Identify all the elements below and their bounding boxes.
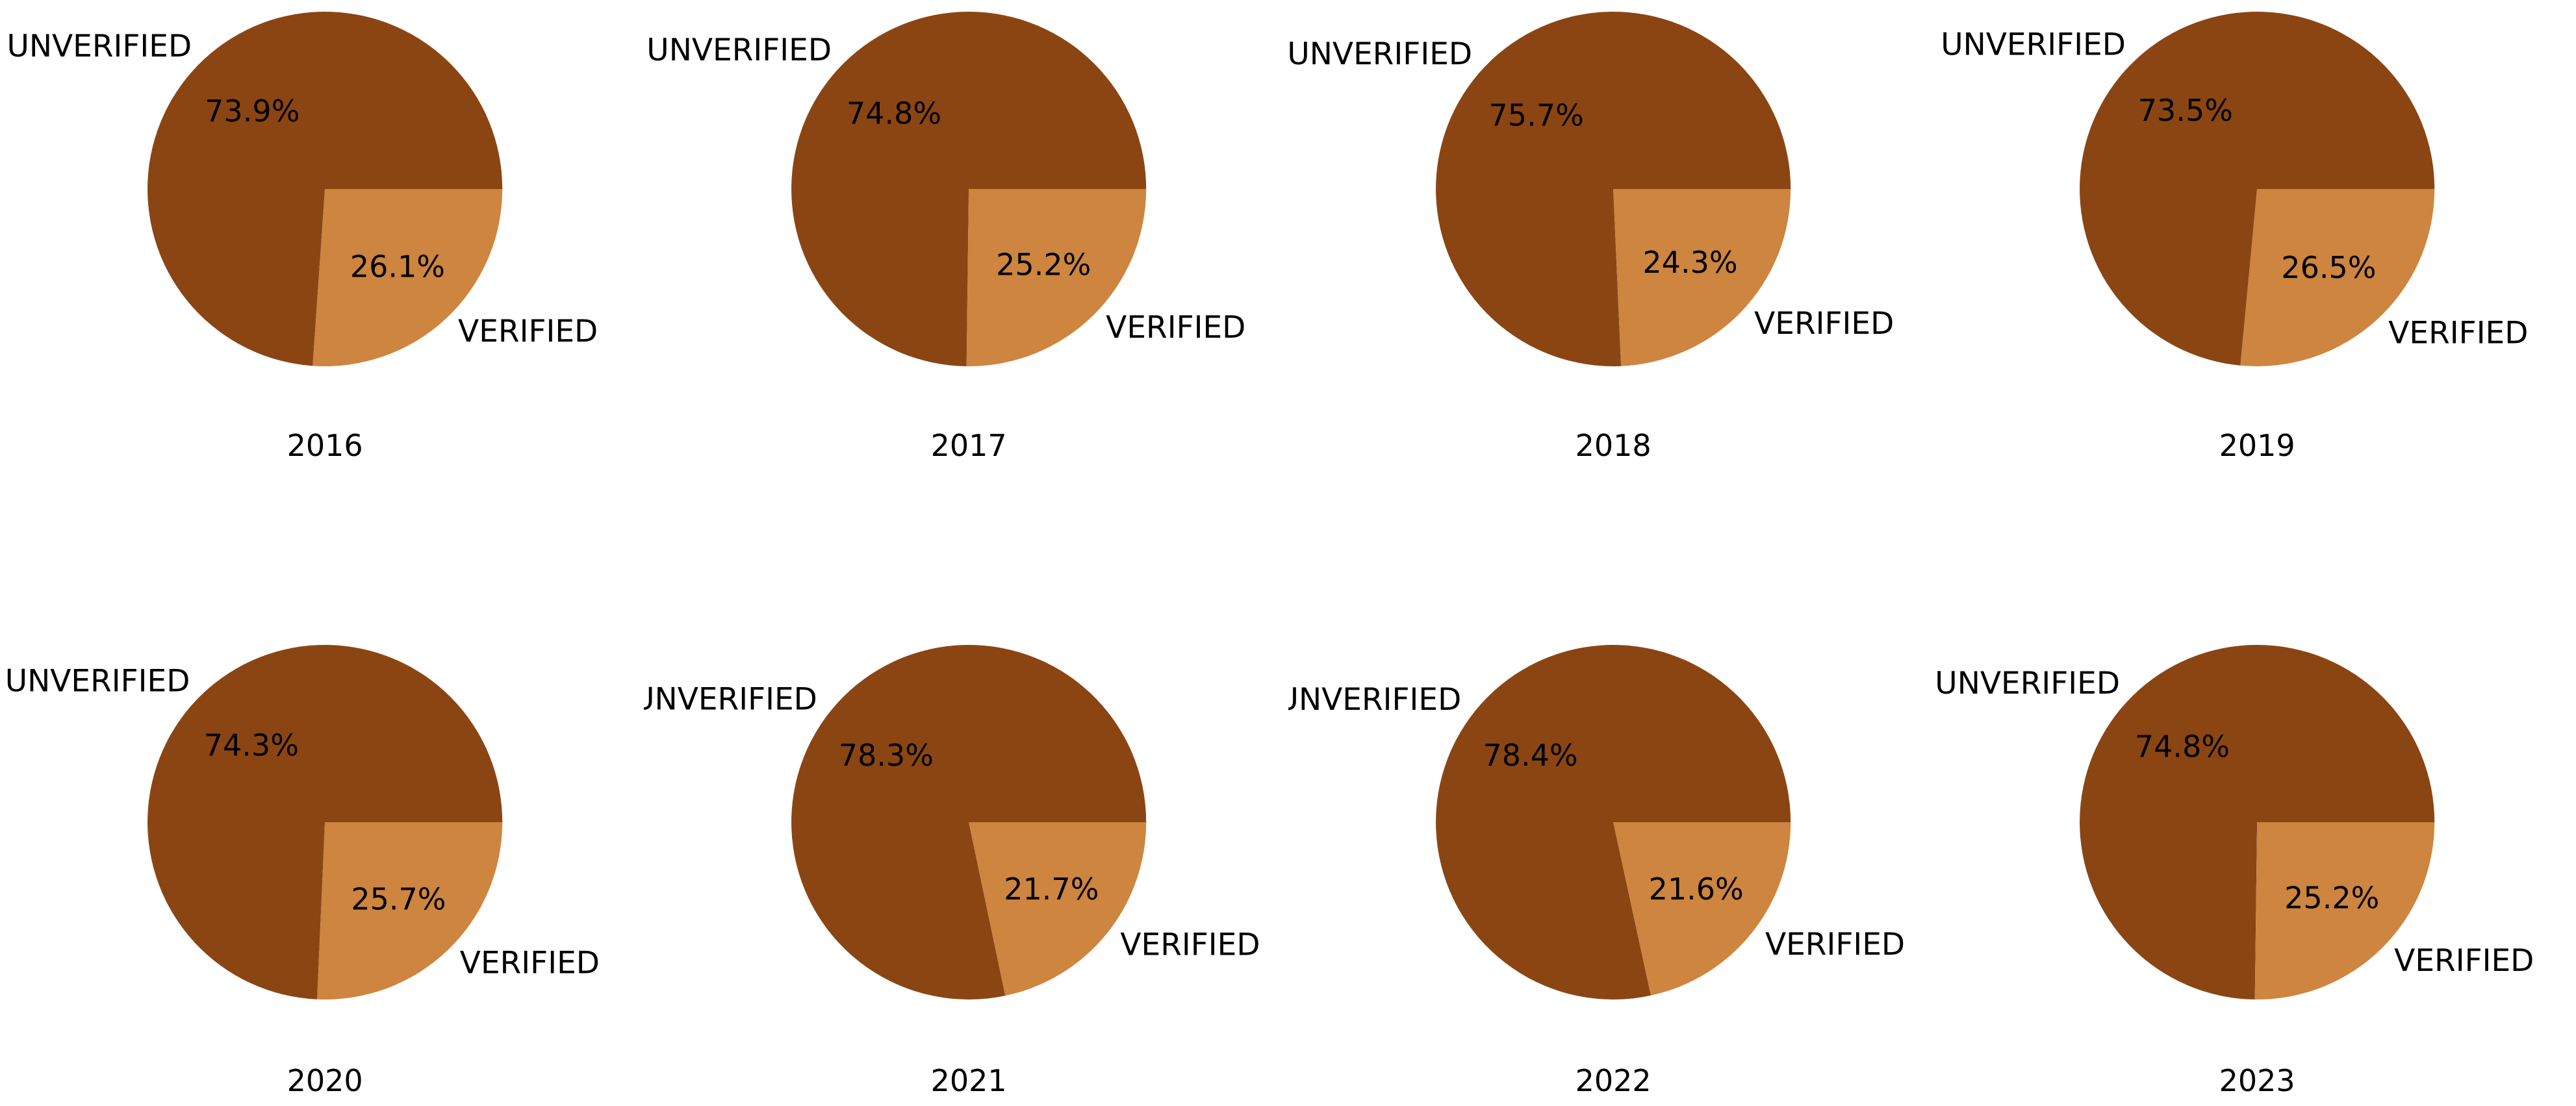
slice-label-unverified: UNVERIFIED: [1935, 666, 2120, 701]
pie-wedges: [1435, 11, 1791, 366]
slice-percent-unverified: 78.3%: [839, 738, 934, 773]
pie-chart-2018: UNVERIFIED VERIFIED 75.7% 24.3% 2018: [1288, 11, 1894, 463]
slice-label-unverified: UNVERIFIED: [1288, 36, 1472, 72]
pie-slice-unverified: [147, 12, 503, 366]
pie-subplot-2018: UNVERIFIED VERIFIED 75.7% 24.3% 2018: [1288, 0, 1932, 553]
slice-percent-unverified: 73.5%: [2138, 93, 2233, 128]
pie-slice-verified: [317, 822, 503, 999]
pie-subplot-2021: UNVERIFIED VERIFIED 78.3% 21.7% 2021: [644, 553, 1288, 1106]
pie-wedges: [2079, 11, 2434, 366]
year-label: 2018: [1575, 428, 1651, 463]
pie-subplot-2020: UNVERIFIED VERIFIED 74.3% 25.7% 2020: [0, 553, 644, 1106]
slice-percent-unverified: 78.4%: [1483, 738, 1577, 773]
pie-subplot-2023: UNVERIFIED VERIFIED 74.8% 25.2% 2023: [1932, 553, 2576, 1106]
slice-percent-unverified: 73.9%: [205, 94, 300, 129]
slice-label-verified: VERIFIED: [2388, 316, 2528, 351]
slice-label-unverified: UNVERIFIED: [644, 681, 817, 717]
slice-percent-verified: 24.3%: [1642, 245, 1737, 280]
year-label: 2017: [931, 428, 1007, 463]
slice-label-unverified: UNVERIFIED: [1941, 27, 2126, 62]
pie-slice-verified: [312, 189, 503, 366]
slice-label-verified: VERIFIED: [460, 945, 600, 981]
pie-subplot-2019: UNVERIFIED VERIFIED 73.5% 26.5% 2019: [1932, 0, 2576, 553]
pie-wedges: [791, 644, 1147, 999]
pie-wedges: [791, 12, 1147, 366]
pie-slice-unverified: [791, 12, 1147, 366]
year-label: 2019: [2219, 428, 2295, 463]
pie-subplot-2017: UNVERIFIED VERIFIED 74.8% 25.2% 2017: [644, 0, 1288, 553]
slice-label-verified: VERIFIED: [2394, 943, 2534, 979]
slice-percent-unverified: 74.3%: [204, 728, 299, 763]
slice-percent-verified: 25.2%: [996, 247, 1091, 283]
year-label: 2023: [2219, 1063, 2295, 1098]
slice-label-unverified: UNVERIFIED: [647, 32, 832, 68]
pie-slice-verified: [2254, 822, 2434, 999]
pie-slice-unverified: [2079, 11, 2434, 366]
pie-wedges: [2079, 645, 2434, 999]
pie-slice-verified: [969, 822, 1147, 996]
pie-slice-verified: [1613, 189, 1791, 366]
pie-subplot-2022: UNVERIFIED VERIFIED 78.4% 21.6% 2022: [1288, 553, 1932, 1106]
slice-label-verified: VERIFIED: [1754, 306, 1894, 342]
slice-percent-verified: 25.2%: [2284, 881, 2379, 916]
year-label: 2022: [1575, 1063, 1651, 1098]
pie-chart-2017: UNVERIFIED VERIFIED 74.8% 25.2% 2017: [647, 12, 1246, 463]
slice-percent-verified: 21.7%: [1004, 872, 1099, 907]
slice-percent-verified: 26.5%: [2281, 250, 2376, 285]
pie-slice-unverified: [147, 644, 503, 999]
pie-chart-2019: UNVERIFIED VERIFIED 73.5% 26.5% 2019: [1941, 11, 2528, 463]
slice-label-verified: VERIFIED: [1106, 310, 1245, 346]
pie-chart-2021: UNVERIFIED VERIFIED 78.3% 21.7% 2021: [644, 644, 1260, 1098]
slice-label-unverified: UNVERIFIED: [1288, 682, 1461, 718]
pie-chart-2023: UNVERIFIED VERIFIED 74.8% 25.2% 2023: [1935, 645, 2534, 1098]
pie-slice-verified: [1613, 822, 1791, 996]
pie-chart-2022: UNVERIFIED VERIFIED 78.4% 21.6% 2022: [1288, 645, 1905, 1098]
year-label: 2016: [287, 428, 363, 463]
slice-percent-verified: 25.7%: [351, 881, 446, 916]
pie-wedges: [1435, 645, 1791, 999]
pie-slice-verified: [2240, 189, 2434, 366]
slice-label-unverified: UNVERIFIED: [5, 664, 190, 699]
pie-slice-unverified: [1435, 11, 1791, 366]
slice-percent-unverified: 75.7%: [1488, 98, 1583, 133]
slice-percent-verified: 21.6%: [1648, 872, 1743, 907]
slice-label-unverified: UNVERIFIED: [6, 29, 192, 64]
slice-percent-verified: 26.1%: [350, 249, 445, 284]
pie-chart-2020: UNVERIFIED VERIFIED 74.3% 25.7% 2020: [5, 644, 600, 1098]
slice-label-verified: VERIFIED: [1121, 927, 1260, 963]
pie-subplot-2016: UNVERIFIED VERIFIED 73.9% 26.1% 2016: [0, 0, 644, 553]
slice-label-verified: VERIFIED: [458, 314, 598, 349]
slice-percent-unverified: 74.8%: [2135, 729, 2230, 764]
year-label: 2021: [931, 1063, 1007, 1098]
year-label: 2020: [287, 1063, 363, 1098]
pie-slice-unverified: [2079, 645, 2434, 999]
pie-wedges: [147, 644, 503, 999]
pie-chart-2016: UNVERIFIED VERIFIED 73.9% 26.1% 2016: [6, 12, 598, 463]
slice-percent-unverified: 74.8%: [847, 95, 941, 131]
pie-slice-verified: [966, 189, 1147, 366]
pie-wedges: [147, 12, 503, 366]
pie-slice-unverified: [791, 644, 1147, 999]
slice-label-verified: VERIFIED: [1765, 927, 1904, 962]
